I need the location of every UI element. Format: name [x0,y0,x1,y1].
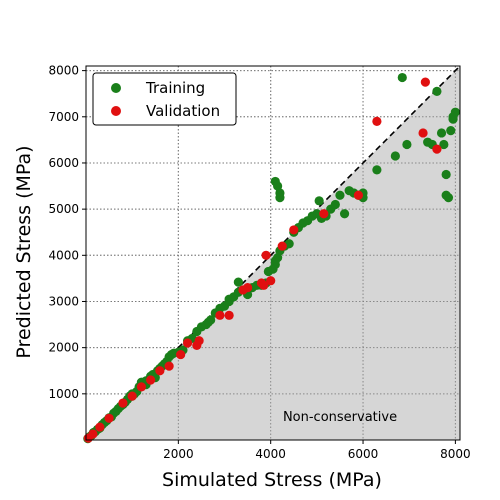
legend-label-training: Training [145,79,205,97]
legend-box [92,72,237,126]
validation-point [289,225,299,235]
training-point [273,181,283,191]
validation-point [261,250,271,260]
training-point [233,277,243,287]
training-point [224,294,234,304]
legend-label-validation: Validation [146,102,220,120]
legend-marker-training [111,83,121,93]
y-tick-label: 6000 [48,156,79,170]
validation-point [372,116,382,127]
training-point [339,209,350,219]
y-tick-label: 2000 [48,341,79,355]
training-point [443,192,454,203]
data-points [83,72,460,444]
validation-point [118,398,128,408]
legend: Training Validation [92,72,237,126]
y-axis-ticks: 1000 2000 3000 4000 5000 6000 7000 8000 [48,64,86,401]
y-equals-x-line [85,65,461,441]
validation-point [420,77,430,87]
validation-point [136,382,147,392]
training-point [390,151,400,161]
training-point [397,72,407,83]
non-conservative-annotation: Non-conservative [283,410,397,425]
validation-point [176,349,186,360]
validation-point [418,128,428,138]
y-tick-label: 3000 [48,294,79,308]
reference-line [85,65,461,441]
training-point [372,165,382,175]
training-point [448,112,458,122]
x-tick-label: 8000 [440,447,471,461]
plot-frame [85,65,461,441]
x-tick-label: 6000 [348,447,379,461]
y-tick-label: 4000 [48,248,79,262]
training-point [402,139,412,150]
training-point [439,139,449,150]
validation-point [319,209,329,219]
training-point [330,199,340,210]
training-point [446,126,456,136]
validation-point [277,241,287,251]
validation-point [146,375,156,385]
y-tick-label: 1000 [48,387,79,401]
x-axis-label: Simulated Stress (MPa) [162,469,382,491]
training-point [441,169,451,180]
validation-point [164,361,174,371]
validation-point [259,280,269,290]
training-point [284,239,294,249]
validation-point [353,190,364,200]
training-point [314,196,324,206]
x-tick-label: 2000 [163,447,194,461]
validation-point [127,391,137,401]
y-tick-label: 8000 [48,64,79,78]
training-point [335,190,345,200]
x-tick-label: 4000 [255,447,286,461]
legend-marker-validation [111,106,121,116]
training-point [203,317,213,327]
validation-point [194,336,204,346]
y-tick-label: 5000 [48,202,79,216]
training-point [273,253,283,263]
validation-point [104,413,114,423]
training-point [436,128,447,138]
training-point [432,86,442,96]
validation-point [215,310,225,320]
training-point [275,192,285,203]
axes-frame [85,65,461,441]
validation-point [224,310,234,320]
validation-point [95,422,105,432]
validation-point [266,276,276,286]
validation-point [88,429,98,439]
validation-point [432,144,442,154]
validation-point [155,366,165,376]
y-axis-label: Predicted Stress (MPa) [13,145,35,358]
validation-point [243,283,253,293]
x-axis-ticks: 2000 4000 6000 8000 [163,440,471,461]
y-tick-label: 7000 [48,110,79,124]
validation-point [182,338,193,348]
